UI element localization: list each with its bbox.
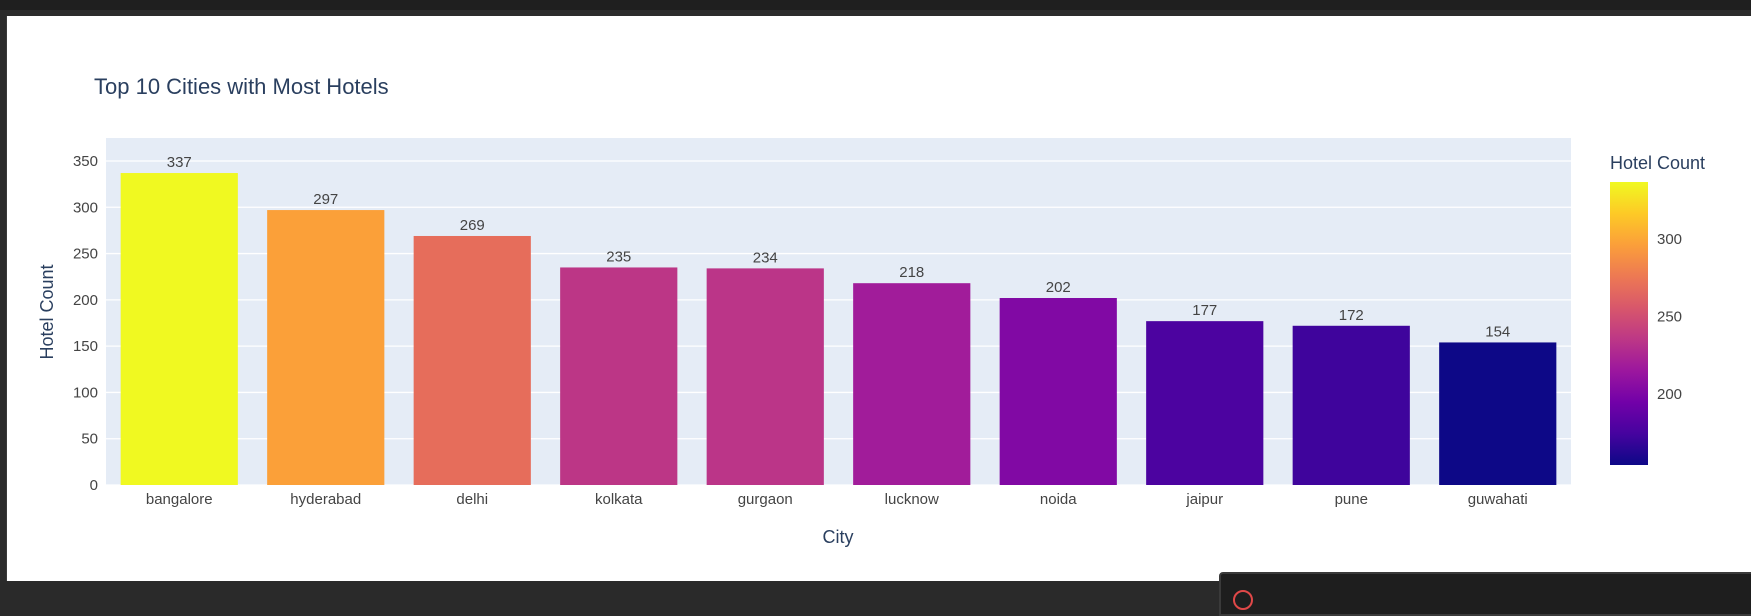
y-tick-label: 0 [90,477,98,494]
x-tick-label: noida [1040,491,1077,508]
data-label: 337 [167,154,192,171]
x-axis-label: City [823,527,854,547]
data-label: 177 [1192,302,1217,319]
y-tick-label: 100 [73,384,98,401]
chart-panel: Top 10 Cities with Most Hotels 0 50 100 150… [6,16,1751,616]
bar-guwahati[interactable] [1439,342,1557,485]
bar-jaipur[interactable] [1146,321,1264,485]
bar-chart: Top 10 Cities with Most Hotels 0 50 100 150… [37,74,1705,547]
x-tick-label: jaipur [1185,491,1223,508]
y-tick-label: 250 [73,246,98,263]
colorbar: Hotel Count 200 250 300 [1610,153,1705,465]
colorbar-title: Hotel Count [1610,153,1705,173]
data-label: 235 [606,248,631,265]
y-tick-label: 50 [81,431,98,448]
colorbar-gradient [1610,182,1648,465]
bar-noida[interactable] [999,298,1117,485]
x-tick-label: delhi [456,491,488,508]
colorbar-tick-label: 200 [1657,386,1682,403]
x-tick-label: hyderabad [290,491,361,508]
data-labels: 337 297 269 235 234 218 202 177 172 154 [167,154,1511,340]
data-label: 269 [460,217,485,234]
bar-bangalore[interactable] [120,173,238,485]
y-axis-label: Hotel Count [37,264,57,359]
overlay-window[interactable] [1219,572,1751,616]
x-tick-label: kolkata [595,491,643,508]
y-tick-label: 200 [73,292,98,309]
data-label: 154 [1485,323,1510,340]
bar-gurgaon[interactable] [706,268,824,485]
bars [120,173,1557,485]
bar-lucknow[interactable] [853,283,971,485]
bar-pune[interactable] [1292,325,1410,485]
top-bar [0,0,1751,10]
data-label: 218 [899,264,924,281]
y-tick-label: 350 [73,153,98,170]
x-axis-ticks: bangalore hyderabad delhi kolkata gurgaon luc… [146,491,1528,508]
x-tick-label: bangalore [146,491,213,508]
colorbar-tick-label: 300 [1657,231,1682,248]
y-tick-label: 300 [73,199,98,216]
bar-hyderabad[interactable] [267,210,385,485]
y-axis-ticks: 0 50 100 150 200 250 300 350 [73,153,98,494]
x-tick-label: pune [1335,491,1368,508]
x-tick-label: lucknow [885,491,939,508]
colorbar-ticks: 200 250 300 [1657,231,1682,403]
x-tick-label: guwahati [1468,491,1528,508]
data-label: 202 [1046,279,1071,296]
data-label: 172 [1339,307,1364,324]
bar-delhi[interactable] [413,235,531,485]
bar-kolkata[interactable] [560,267,678,485]
colorbar-tick-label: 250 [1657,309,1682,326]
x-tick-label: gurgaon [738,491,793,508]
data-label: 234 [753,249,778,266]
y-tick-label: 150 [73,338,98,355]
data-label: 297 [313,191,338,208]
error-icon [1233,590,1253,610]
chart-title: Top 10 Cities with Most Hotels [94,74,389,99]
